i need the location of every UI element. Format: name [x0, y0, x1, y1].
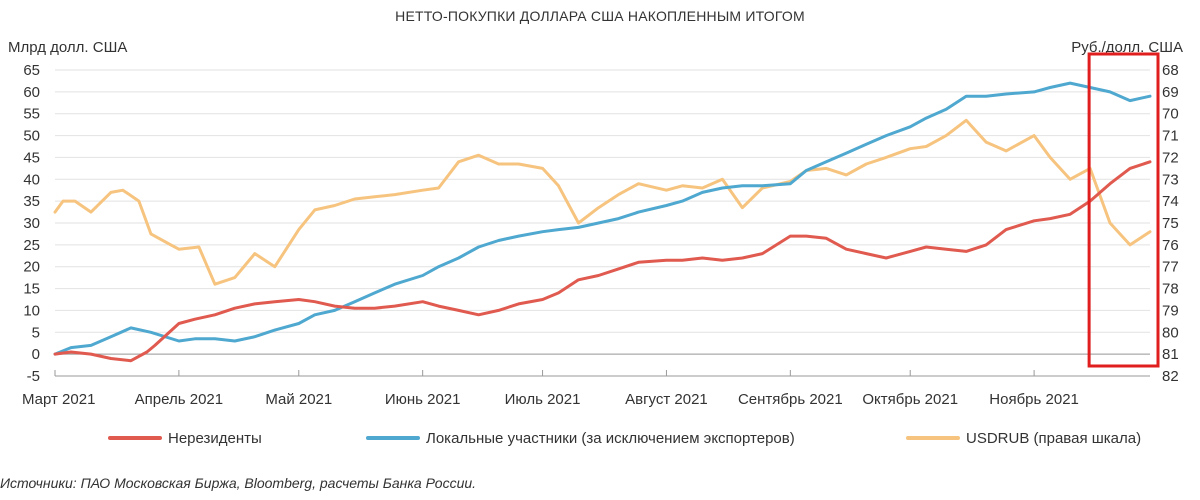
left-y-tick-label: 40: [23, 171, 40, 188]
left-y-tick-label: 10: [23, 302, 40, 319]
right-y-ticks: 68 69 70 71 72 73 74 75 76 77 78 79 80 81 82: [1162, 62, 1179, 385]
right-y-tick-label: 73: [1162, 171, 1179, 188]
x-tick-label: Апрель 2021: [135, 391, 223, 408]
legend-label-0: Нерезиденты: [168, 430, 262, 447]
left-y-tick-label: 30: [23, 215, 40, 232]
x-tick-label: Март 2021: [22, 391, 95, 408]
right-y-tick-label: 81: [1162, 346, 1179, 363]
left-y-tick-label: 65: [23, 62, 40, 79]
right-y-tick-label: 70: [1162, 106, 1179, 123]
x-tick-label: Ноябрь 2021: [989, 391, 1079, 408]
highlight-box: [1087, 52, 1160, 368]
right-axis-label: Руб./долл. США: [1071, 39, 1183, 56]
left-y-tick-label: 0: [32, 346, 40, 363]
left-y-tick-label: 50: [23, 128, 40, 145]
right-y-tick-label: 71: [1162, 128, 1179, 145]
left-y-tick-label: 35: [23, 193, 40, 210]
right-y-tick-label: 77: [1162, 259, 1179, 276]
left-y-tick-label: -5: [27, 368, 40, 385]
right-y-tick-label: 69: [1162, 84, 1179, 101]
left-y-tick-label: 60: [23, 84, 40, 101]
right-y-tick-label: 75: [1162, 215, 1179, 232]
right-y-tick-label: 76: [1162, 237, 1179, 254]
right-y-tick-label: 80: [1162, 324, 1179, 341]
series-line-0: [53, 160, 1152, 363]
right-y-tick-label: 74: [1162, 193, 1179, 210]
right-y-tick-label: 78: [1162, 281, 1179, 298]
x-tick-label: Октябрь 2021: [862, 391, 958, 408]
right-y-tick-label: 79: [1162, 302, 1179, 319]
x-tick-label: Июнь 2021: [385, 391, 461, 408]
legend-label-1: Локальные участники (за исключением эксп…: [426, 430, 795, 447]
right-y-tick-label: 72: [1162, 149, 1179, 166]
legend-label-2: USDRUB (правая шкала): [966, 430, 1141, 447]
x-tick-label: Сентябрь 2021: [738, 391, 843, 408]
left-axis-label: Млрд долл. США: [8, 39, 127, 56]
legend: Нерезиденты Локальные участники (за исклю…: [108, 430, 1141, 447]
x-tick-label: Июль 2021: [505, 391, 581, 408]
x-tick-label: Май 2021: [265, 391, 332, 408]
chart-title: НЕТТО-ПОКУПКИ ДОЛЛАРА США НАКОПЛЕННЫМ ИТ…: [395, 8, 805, 24]
series-lines: [53, 81, 1152, 363]
right-y-tick-label: 82: [1162, 368, 1179, 385]
x-ticks: Март 2021 Апрель 2021 Май 2021 Июнь 2021 Июл…: [22, 370, 1150, 408]
series-line-1: [53, 81, 1152, 356]
source-note: Источники: ПАО Московская Биржа, Bloombe…: [0, 475, 476, 491]
left-y-tick-label: 5: [32, 324, 40, 341]
left-y-tick-label: 15: [23, 281, 40, 298]
right-y-tick-label: 68: [1162, 62, 1179, 79]
left-y-tick-label: 25: [23, 237, 40, 254]
series-line-2: [53, 118, 1152, 286]
left-y-tick-label: 55: [23, 106, 40, 123]
x-tick-label: Август 2021: [625, 391, 708, 408]
left-y-tick-label: 20: [23, 259, 40, 276]
left-y-tick-label: 45: [23, 149, 40, 166]
